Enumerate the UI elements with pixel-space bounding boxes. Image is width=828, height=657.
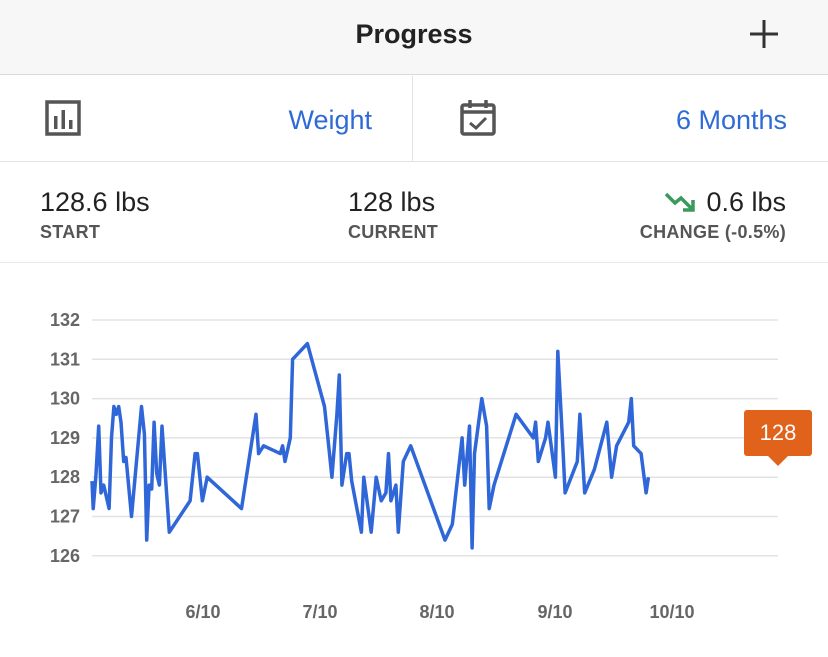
metric-selector[interactable]: Weight (0, 76, 413, 162)
current-value: 128 lbs (348, 187, 436, 217)
change-stat: 0.6 lbs CHANGE (-0.5%) (640, 185, 786, 243)
x-tick-label: 7/10 (302, 602, 337, 622)
current-label: CURRENT (348, 222, 439, 242)
page-title: Progress (355, 19, 473, 49)
y-tick-label: 130 (50, 389, 80, 409)
line-chart: 132 131 130 129 128 127 126 6/10 7/10 8/10 9/10 10/… (50, 310, 778, 622)
y-tick-label: 132 (50, 310, 80, 330)
trend-down-icon (665, 192, 696, 212)
x-tick-label: 9/10 (537, 602, 572, 622)
y-tick-label: 128 (50, 467, 80, 487)
calendar-check-icon (460, 100, 496, 136)
metric-label: Weight (288, 105, 372, 135)
range-selector[interactable]: 6 Months (414, 76, 828, 162)
add-entry-button[interactable] (744, 14, 784, 54)
change-label: CHANGE (-0.5%) (639, 222, 786, 242)
weight-line (90, 341, 651, 550)
stats-summary: 128.6 lbs START 128 lbs CURRENT 0.6 lbs … (0, 163, 828, 263)
x-tick-label: 10/10 (649, 602, 694, 622)
x-tick-label: 8/10 (419, 602, 454, 622)
y-tick-label: 129 (50, 428, 80, 448)
y-tick-label: 131 (50, 349, 80, 369)
top-bar: Progress (0, 0, 828, 75)
range-label: 6 Months (675, 105, 787, 135)
plus-icon (750, 20, 778, 48)
selector-bar: Weight 6 Months (0, 76, 828, 162)
y-tick-label: 126 (50, 546, 80, 566)
start-stat: 128.6 lbs START (40, 185, 150, 243)
change-value: 0.6 lbs (706, 187, 786, 217)
x-tick-label: 6/10 (185, 602, 220, 622)
y-tick-label: 127 (50, 507, 80, 527)
current-stat: 128 lbs CURRENT (348, 185, 438, 243)
start-value: 128.6 lbs (40, 187, 150, 217)
weight-chart: 132 131 130 129 128 127 126 6/10 7/10 8/10 9/10 10/… (0, 300, 828, 640)
value-tooltip: 128 (744, 410, 812, 466)
start-label: START (40, 222, 101, 242)
bar-chart-icon (45, 100, 81, 136)
